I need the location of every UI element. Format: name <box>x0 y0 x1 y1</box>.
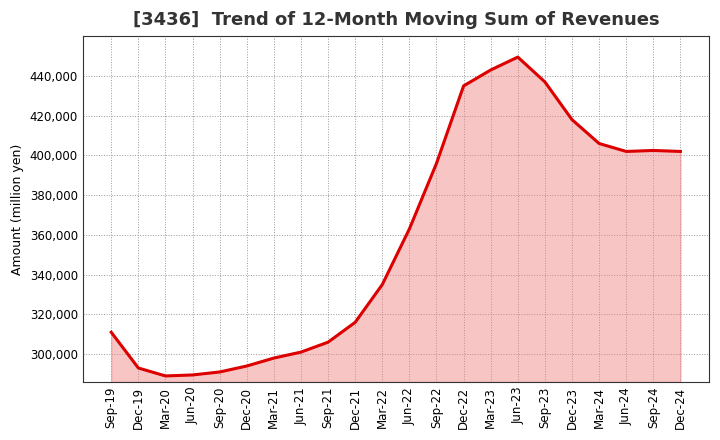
Title: [3436]  Trend of 12-Month Moving Sum of Revenues: [3436] Trend of 12-Month Moving Sum of R… <box>132 11 659 29</box>
Y-axis label: Amount (million yen): Amount (million yen) <box>11 143 24 275</box>
